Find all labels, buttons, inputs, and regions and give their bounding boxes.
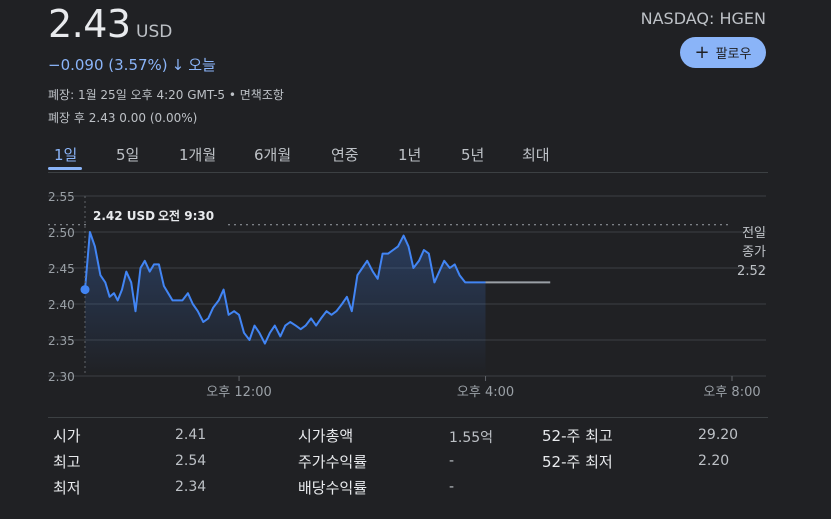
stat-label: 52-주 최고 (542, 427, 613, 445)
tab-1y[interactable]: 1년 (398, 146, 422, 164)
x-tick-label: 오후 4:00 (457, 385, 514, 400)
follow-button[interactable]: + 팔로우 (680, 37, 766, 68)
y-tick-label: 2.45 (48, 262, 75, 276)
stat-value: 1.55억 (449, 430, 494, 446)
stat-label: 시가총액 (298, 427, 354, 445)
price-change: −0.090 (3.57%) ↓ 오늘 (48, 54, 216, 75)
y-tick-label: 2.55 (48, 190, 75, 204)
stat-label: 최고 (53, 453, 81, 471)
previous-close-text: 전일 (742, 226, 766, 241)
y-tick-label: 2.35 (48, 334, 75, 348)
stat-label: 시가 (53, 427, 81, 445)
stat-label: 배당수익률 (298, 479, 368, 497)
y-tick-label: 2.30 (48, 370, 75, 384)
after-hours-info: 폐장 후 2.43 0.00 (0.00%) (48, 111, 198, 125)
ticker-symbol: NASDAQ: HGEN (640, 9, 766, 28)
y-axis: 2.55 2.50 2.45 2.40 2.35 2.30 (48, 190, 75, 384)
stat-value: 2.34 (175, 479, 207, 495)
stats-divider (48, 417, 768, 418)
currency-label: USD (136, 22, 173, 42)
stat-value: 2.41 (175, 427, 207, 443)
tooltip-price: 2.42 USD (93, 209, 155, 223)
tabs-divider (48, 172, 768, 173)
tab-ytd[interactable]: 연중 (331, 146, 359, 164)
stat-value: 2.54 (175, 453, 207, 469)
price-chart[interactable]: 2.55 2.50 2.45 2.40 2.35 2.30 오후 12:00 오후 4:00… (0, 180, 831, 405)
x-tick-label: 오후 8:00 (703, 385, 760, 400)
hover-point (80, 285, 90, 295)
stat-value: - (449, 453, 455, 469)
x-axis: 오후 12:00 오후 4:00 오후 8:00 (206, 376, 761, 400)
tab-5y[interactable]: 5년 (461, 146, 485, 164)
tab-5d[interactable]: 5일 (116, 146, 140, 164)
close-info: 폐장: 1월 25일 오후 4:20 GMT-5 • 면책조항 (48, 88, 284, 102)
previous-close-text: 2.52 (737, 264, 766, 279)
stat-label: 52-주 최저 (542, 453, 613, 471)
price-line (84, 231, 486, 345)
price-change-value: −0.090 (3.57%) (48, 55, 168, 74)
tab-max[interactable]: 최대 (522, 146, 550, 164)
stat-label: 주가수익률 (298, 453, 368, 471)
tab-6m[interactable]: 6개월 (254, 146, 292, 164)
y-tick-label: 2.50 (48, 226, 75, 240)
stat-label: 최저 (53, 479, 81, 497)
tab-1d[interactable]: 1일 (54, 146, 78, 164)
tooltip: 2.42 USD 오전 9:30 (86, 202, 224, 228)
plus-icon: + (694, 41, 710, 63)
current-price: 2.43 (48, 2, 131, 46)
previous-close-text: 종가 (742, 245, 766, 260)
stat-value: 29.20 (698, 427, 739, 443)
y-tick-label: 2.40 (48, 298, 75, 312)
tooltip-time: 오전 9:30 (158, 208, 214, 223)
price-area (85, 232, 486, 376)
follow-button-label: 팔로우 (715, 47, 752, 62)
down-arrow-icon: ↓ (171, 55, 185, 74)
x-tick-label: 오후 12:00 (206, 385, 272, 400)
period-label: 오늘 (188, 56, 216, 74)
stat-value: 2.20 (698, 453, 730, 469)
tab-1m[interactable]: 1개월 (179, 146, 217, 164)
stat-value: - (449, 479, 455, 495)
active-tab-indicator (48, 167, 82, 170)
